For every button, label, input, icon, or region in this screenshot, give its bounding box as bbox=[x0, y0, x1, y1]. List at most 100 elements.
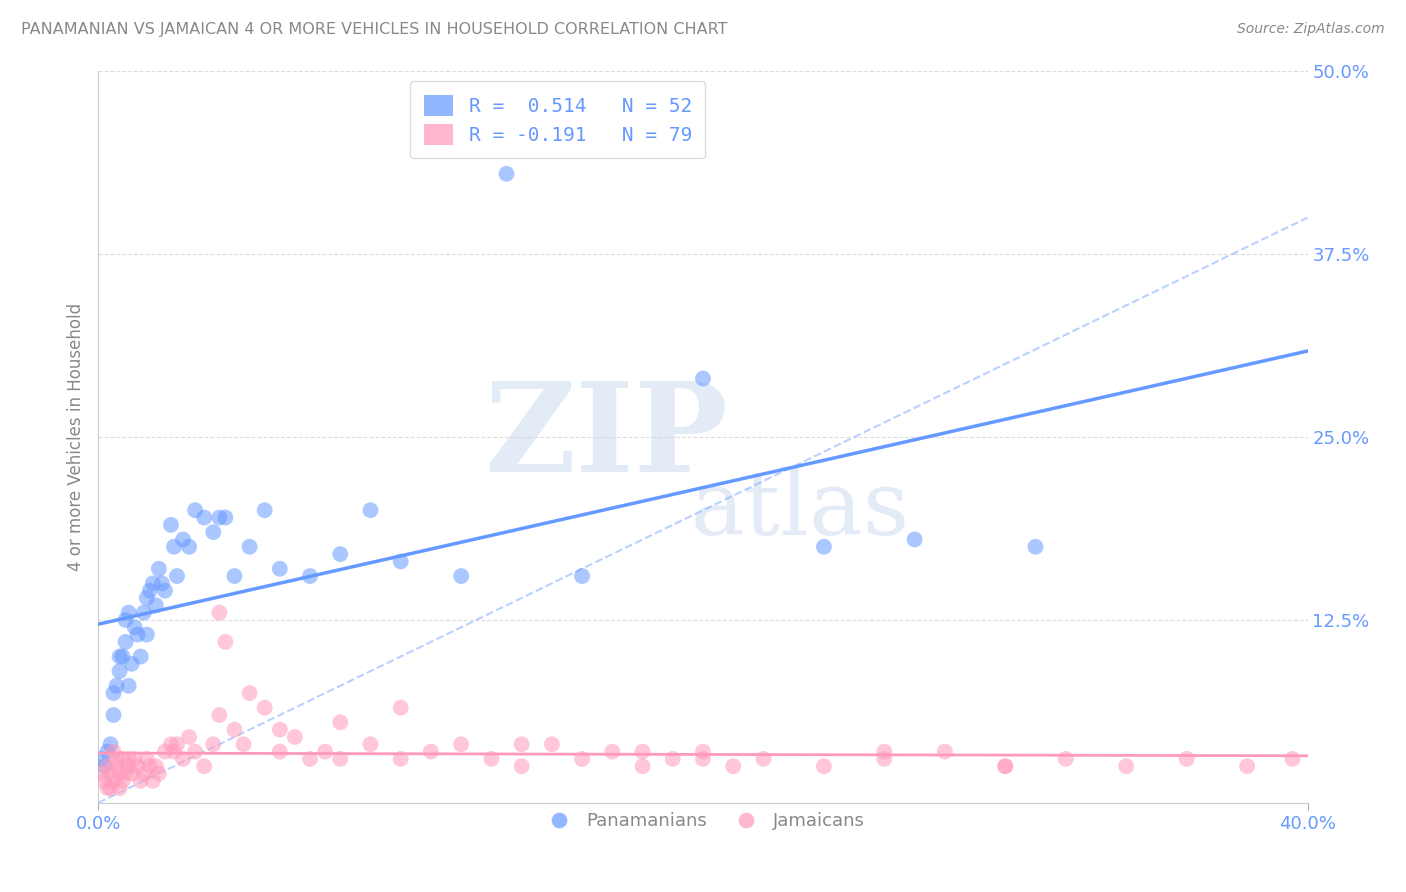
Point bbox=[166, 569, 188, 583]
Point bbox=[179, 540, 201, 554]
Point bbox=[127, 627, 149, 641]
Point bbox=[631, 745, 654, 759]
Point bbox=[145, 759, 167, 773]
Point bbox=[148, 766, 170, 780]
Point bbox=[163, 540, 186, 554]
Point bbox=[90, 766, 112, 780]
Point bbox=[193, 510, 215, 524]
Point bbox=[124, 752, 146, 766]
Point bbox=[253, 503, 276, 517]
Point bbox=[239, 540, 262, 554]
Point bbox=[253, 700, 276, 714]
Point bbox=[934, 745, 956, 759]
Point bbox=[132, 766, 155, 780]
Point bbox=[103, 708, 125, 723]
Point bbox=[124, 620, 146, 634]
Point bbox=[389, 752, 412, 766]
Point bbox=[360, 503, 382, 517]
Point bbox=[103, 745, 125, 759]
Point bbox=[299, 752, 322, 766]
Point bbox=[105, 759, 128, 773]
Point bbox=[153, 583, 176, 598]
Point bbox=[752, 752, 775, 766]
Point bbox=[114, 613, 136, 627]
Point bbox=[108, 781, 131, 796]
Point bbox=[329, 715, 352, 730]
Point bbox=[103, 773, 125, 788]
Point bbox=[208, 606, 231, 620]
Point bbox=[224, 723, 246, 737]
Point bbox=[90, 752, 112, 766]
Point bbox=[103, 686, 125, 700]
Point bbox=[118, 752, 141, 766]
Point bbox=[139, 759, 162, 773]
Point bbox=[904, 533, 927, 547]
Text: ZIP: ZIP bbox=[485, 376, 728, 498]
Point bbox=[150, 576, 173, 591]
Point bbox=[111, 649, 134, 664]
Point bbox=[111, 773, 134, 788]
Text: Source: ZipAtlas.com: Source: ZipAtlas.com bbox=[1237, 22, 1385, 37]
Point bbox=[121, 657, 143, 671]
Point bbox=[108, 649, 131, 664]
Point bbox=[813, 540, 835, 554]
Point bbox=[284, 730, 307, 744]
Point bbox=[1115, 759, 1137, 773]
Point bbox=[163, 745, 186, 759]
Point bbox=[96, 759, 118, 773]
Point bbox=[105, 679, 128, 693]
Y-axis label: 4 or more Vehicles in Household: 4 or more Vehicles in Household bbox=[66, 303, 84, 571]
Point bbox=[214, 510, 236, 524]
Point bbox=[96, 781, 118, 796]
Point bbox=[389, 700, 412, 714]
Point bbox=[129, 649, 152, 664]
Point bbox=[1281, 752, 1303, 766]
Point bbox=[329, 547, 352, 561]
Point bbox=[202, 525, 225, 540]
Point bbox=[602, 745, 624, 759]
Point bbox=[184, 745, 207, 759]
Point bbox=[1236, 759, 1258, 773]
Point bbox=[160, 517, 183, 532]
Point bbox=[108, 766, 131, 780]
Point bbox=[121, 766, 143, 780]
Point bbox=[813, 759, 835, 773]
Point bbox=[232, 737, 254, 751]
Point bbox=[389, 554, 412, 568]
Point bbox=[148, 562, 170, 576]
Point bbox=[142, 576, 165, 591]
Point bbox=[184, 503, 207, 517]
Point bbox=[450, 737, 472, 751]
Point bbox=[93, 773, 115, 788]
Point bbox=[214, 635, 236, 649]
Point bbox=[269, 723, 291, 737]
Point bbox=[314, 745, 336, 759]
Point bbox=[105, 752, 128, 766]
Point bbox=[135, 627, 157, 641]
Point bbox=[100, 766, 122, 780]
Point bbox=[1175, 752, 1198, 766]
Point bbox=[208, 510, 231, 524]
Point bbox=[145, 599, 167, 613]
Point bbox=[108, 664, 131, 678]
Point bbox=[723, 759, 745, 773]
Point bbox=[420, 745, 443, 759]
Point bbox=[1054, 752, 1077, 766]
Point bbox=[661, 752, 683, 766]
Point bbox=[153, 745, 176, 759]
Point bbox=[129, 773, 152, 788]
Point bbox=[202, 737, 225, 751]
Point bbox=[994, 759, 1017, 773]
Point bbox=[127, 759, 149, 773]
Point bbox=[100, 781, 122, 796]
Point bbox=[360, 737, 382, 751]
Point bbox=[160, 737, 183, 751]
Point bbox=[166, 737, 188, 751]
Point bbox=[450, 569, 472, 583]
Point bbox=[269, 562, 291, 576]
Point bbox=[510, 737, 533, 751]
Point bbox=[172, 752, 194, 766]
Point bbox=[193, 759, 215, 773]
Point bbox=[135, 752, 157, 766]
Point bbox=[118, 679, 141, 693]
